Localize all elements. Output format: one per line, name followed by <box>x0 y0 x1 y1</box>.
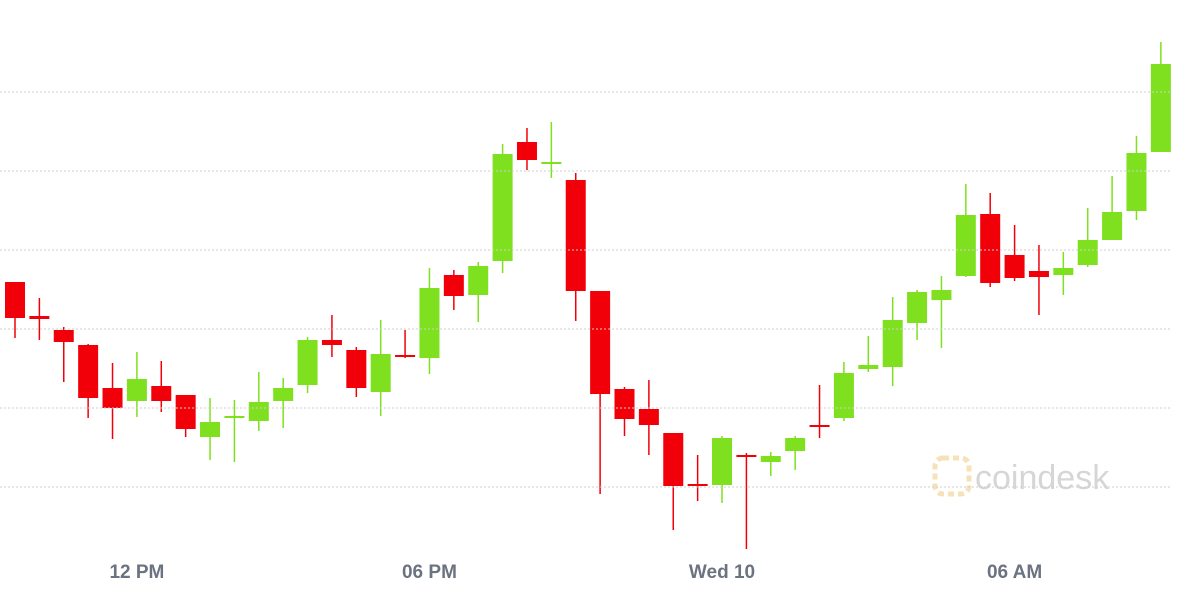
x-tick-label: 12 PM <box>109 562 164 583</box>
candle-body <box>321 340 342 345</box>
candle-body <box>833 373 854 418</box>
candle-body <box>809 425 830 427</box>
candle-body <box>541 162 562 164</box>
candle-body <box>760 456 781 462</box>
candle-body <box>516 142 537 160</box>
candle-body <box>858 365 879 369</box>
candle-body <box>78 345 99 398</box>
candle-body <box>443 275 464 296</box>
candle-body <box>1126 153 1147 211</box>
candle-body <box>1150 64 1171 152</box>
candle-body <box>126 379 147 401</box>
candle-body <box>1004 255 1025 278</box>
watermark-text: coindesk <box>975 459 1110 497</box>
x-tick-label: 06 AM <box>987 562 1042 583</box>
candle-body <box>297 340 318 385</box>
candle-body <box>1077 240 1098 265</box>
x-tick-label: 06 PM <box>402 562 457 583</box>
candle-body <box>346 350 367 388</box>
candle-body <box>5 282 25 318</box>
candle-body <box>785 438 806 451</box>
candle-body <box>200 422 221 437</box>
candle-body <box>53 330 74 342</box>
candle-body <box>273 388 294 401</box>
candle-body <box>955 215 976 276</box>
candle-body <box>1053 268 1074 275</box>
candle-body <box>102 388 123 408</box>
candle-body <box>151 386 172 401</box>
candle-body <box>907 292 928 323</box>
candle-body <box>29 316 50 319</box>
candle-body <box>224 416 245 418</box>
candle-body <box>1028 271 1049 277</box>
candle-body <box>370 354 391 392</box>
candle-body <box>565 180 586 291</box>
candle-body <box>395 355 416 357</box>
candle-body <box>419 288 440 358</box>
candle-body <box>663 433 684 486</box>
x-tick-label: Wed 10 <box>689 562 755 583</box>
watermark: coindesk <box>932 455 1110 497</box>
logo-icon <box>932 455 972 497</box>
candle-body <box>931 290 952 300</box>
candle-body <box>590 291 611 394</box>
candle-body <box>1102 212 1123 240</box>
candle-body <box>492 154 513 261</box>
candle-body <box>980 214 1001 283</box>
candle-body <box>248 402 269 421</box>
candle-body <box>468 266 489 295</box>
candle-body <box>175 395 196 429</box>
candle-body <box>614 389 635 419</box>
candle-body <box>712 438 733 485</box>
candle-body <box>687 484 708 486</box>
candle-body <box>638 409 659 425</box>
candle-body <box>736 455 757 457</box>
candle-body <box>882 320 903 367</box>
